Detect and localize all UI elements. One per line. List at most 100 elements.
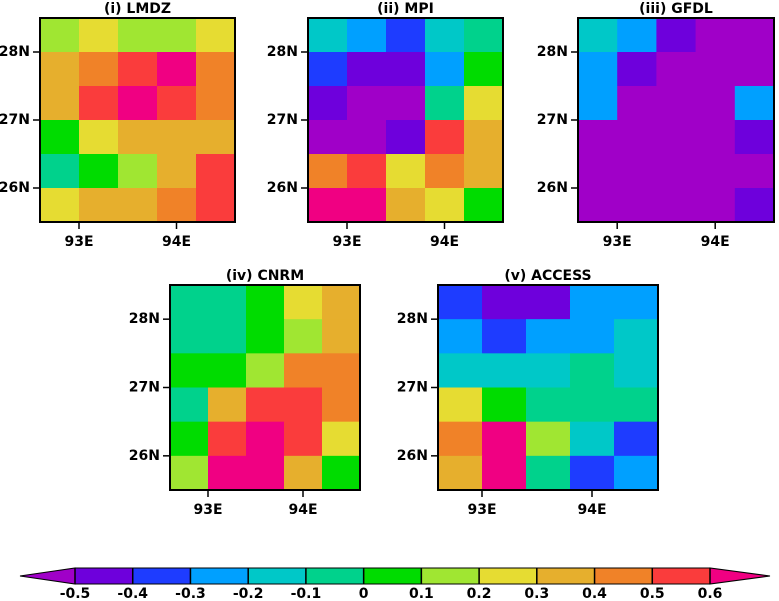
contour-cell: [578, 86, 618, 121]
contour-cell: [695, 52, 736, 87]
y-tick-label: 26N: [0, 180, 30, 196]
contour-cell: [170, 387, 209, 423]
contour-cell: [284, 319, 323, 354]
contour-cell: [284, 455, 323, 491]
contour-cell: [617, 52, 657, 87]
contour-cell: [386, 120, 426, 155]
contour-cell: [734, 188, 775, 223]
contour-cell: [482, 421, 527, 457]
contour-cell: [578, 154, 618, 189]
contour-cell: [617, 188, 657, 223]
contour-cell: [578, 18, 618, 53]
contour-cell: [170, 421, 209, 457]
colorbar-box: [536, 567, 596, 585]
contour-cell: [734, 52, 775, 87]
contour-cell: [40, 52, 80, 87]
y-tick-label: 27N: [267, 112, 298, 128]
x-tick-label: 93E: [467, 502, 496, 518]
colorbar-label: -0.3: [175, 586, 206, 601]
contour-cell: [438, 319, 483, 354]
colorbar-label: -0.1: [291, 586, 322, 601]
contour-cell: [425, 120, 465, 155]
contour-cell: [425, 52, 465, 87]
colorbar-box: [420, 567, 480, 585]
contour-cell: [208, 285, 247, 320]
y-tick-label: 28N: [537, 44, 568, 60]
contour-cell: [322, 353, 361, 388]
x-tick-label: 94E: [430, 234, 459, 250]
y-tick-label: 26N: [537, 180, 568, 196]
contour-cell: [464, 188, 504, 223]
contour-cell: [196, 188, 236, 223]
contour-cell: [246, 421, 285, 457]
contour-cell: [617, 120, 657, 155]
contour-cell: [656, 154, 697, 189]
contour-cell: [308, 52, 348, 87]
contour-cell: [482, 455, 527, 491]
contour-cell: [464, 86, 504, 121]
contour-cell: [695, 86, 736, 121]
contour-cell: [284, 353, 323, 388]
contour-cell: [617, 154, 657, 189]
contour-cell: [246, 285, 285, 320]
contour-cell: [196, 52, 236, 87]
contour-cell: [614, 455, 659, 491]
contour-cell: [526, 285, 571, 320]
contour-cell: [79, 188, 119, 223]
contour-cell: [386, 52, 426, 87]
colorbar-label: 0.2: [467, 586, 492, 601]
contour-cell: [617, 86, 657, 121]
contour-cell: [308, 86, 348, 121]
contour-cell: [79, 86, 119, 121]
contour-cell: [322, 319, 361, 354]
contour-cell: [695, 154, 736, 189]
y-tick-label: 27N: [129, 380, 160, 396]
contour-cell: [482, 285, 527, 320]
contour-cell: [322, 285, 361, 320]
contour-cell: [118, 120, 158, 155]
panel-title: (ii) MPI: [377, 1, 434, 17]
contour-cell: [347, 52, 387, 87]
contour-cell: [40, 188, 80, 223]
contour-cell: [157, 120, 197, 155]
colorbar-label: -0.2: [233, 586, 264, 601]
x-tick-label: 94E: [162, 234, 191, 250]
contour-cell: [284, 421, 323, 457]
contour-cell: [570, 319, 615, 354]
contour-cell: [118, 154, 158, 189]
contour-cell: [526, 387, 571, 423]
contour-cell: [656, 120, 697, 155]
contour-cell: [170, 353, 209, 388]
contour-cell: [438, 387, 483, 423]
contour-cell: [482, 353, 527, 388]
contour-cell: [614, 285, 659, 320]
contour-cell: [386, 86, 426, 121]
contour-cell: [157, 188, 197, 223]
colorbar-label: -0.5: [60, 586, 91, 601]
panel-title: (v) ACCESS: [504, 268, 591, 284]
contour-cell: [347, 154, 387, 189]
contour-cell: [425, 188, 465, 223]
contour-cell: [170, 319, 209, 354]
y-tick-label: 27N: [397, 380, 428, 396]
colorbar-end: [709, 567, 771, 585]
contour-cell: [464, 120, 504, 155]
contour-cell: [208, 421, 247, 457]
contour-cell: [79, 18, 119, 53]
contour-cell: [196, 120, 236, 155]
contour-cell: [656, 52, 697, 87]
contour-cell: [614, 421, 659, 457]
colorbar-label: 0: [359, 586, 369, 601]
contour-cell: [308, 154, 348, 189]
contour-cell: [734, 18, 775, 53]
contour-cell: [308, 120, 348, 155]
contour-cell: [347, 86, 387, 121]
contour-cell: [570, 387, 615, 423]
colorbar-box: [247, 567, 307, 585]
contour-cell: [570, 353, 615, 388]
contour-cell: [40, 154, 80, 189]
contour-cell: [614, 387, 659, 423]
x-tick-label: 93E: [332, 234, 361, 250]
contour-cell: [308, 18, 348, 53]
